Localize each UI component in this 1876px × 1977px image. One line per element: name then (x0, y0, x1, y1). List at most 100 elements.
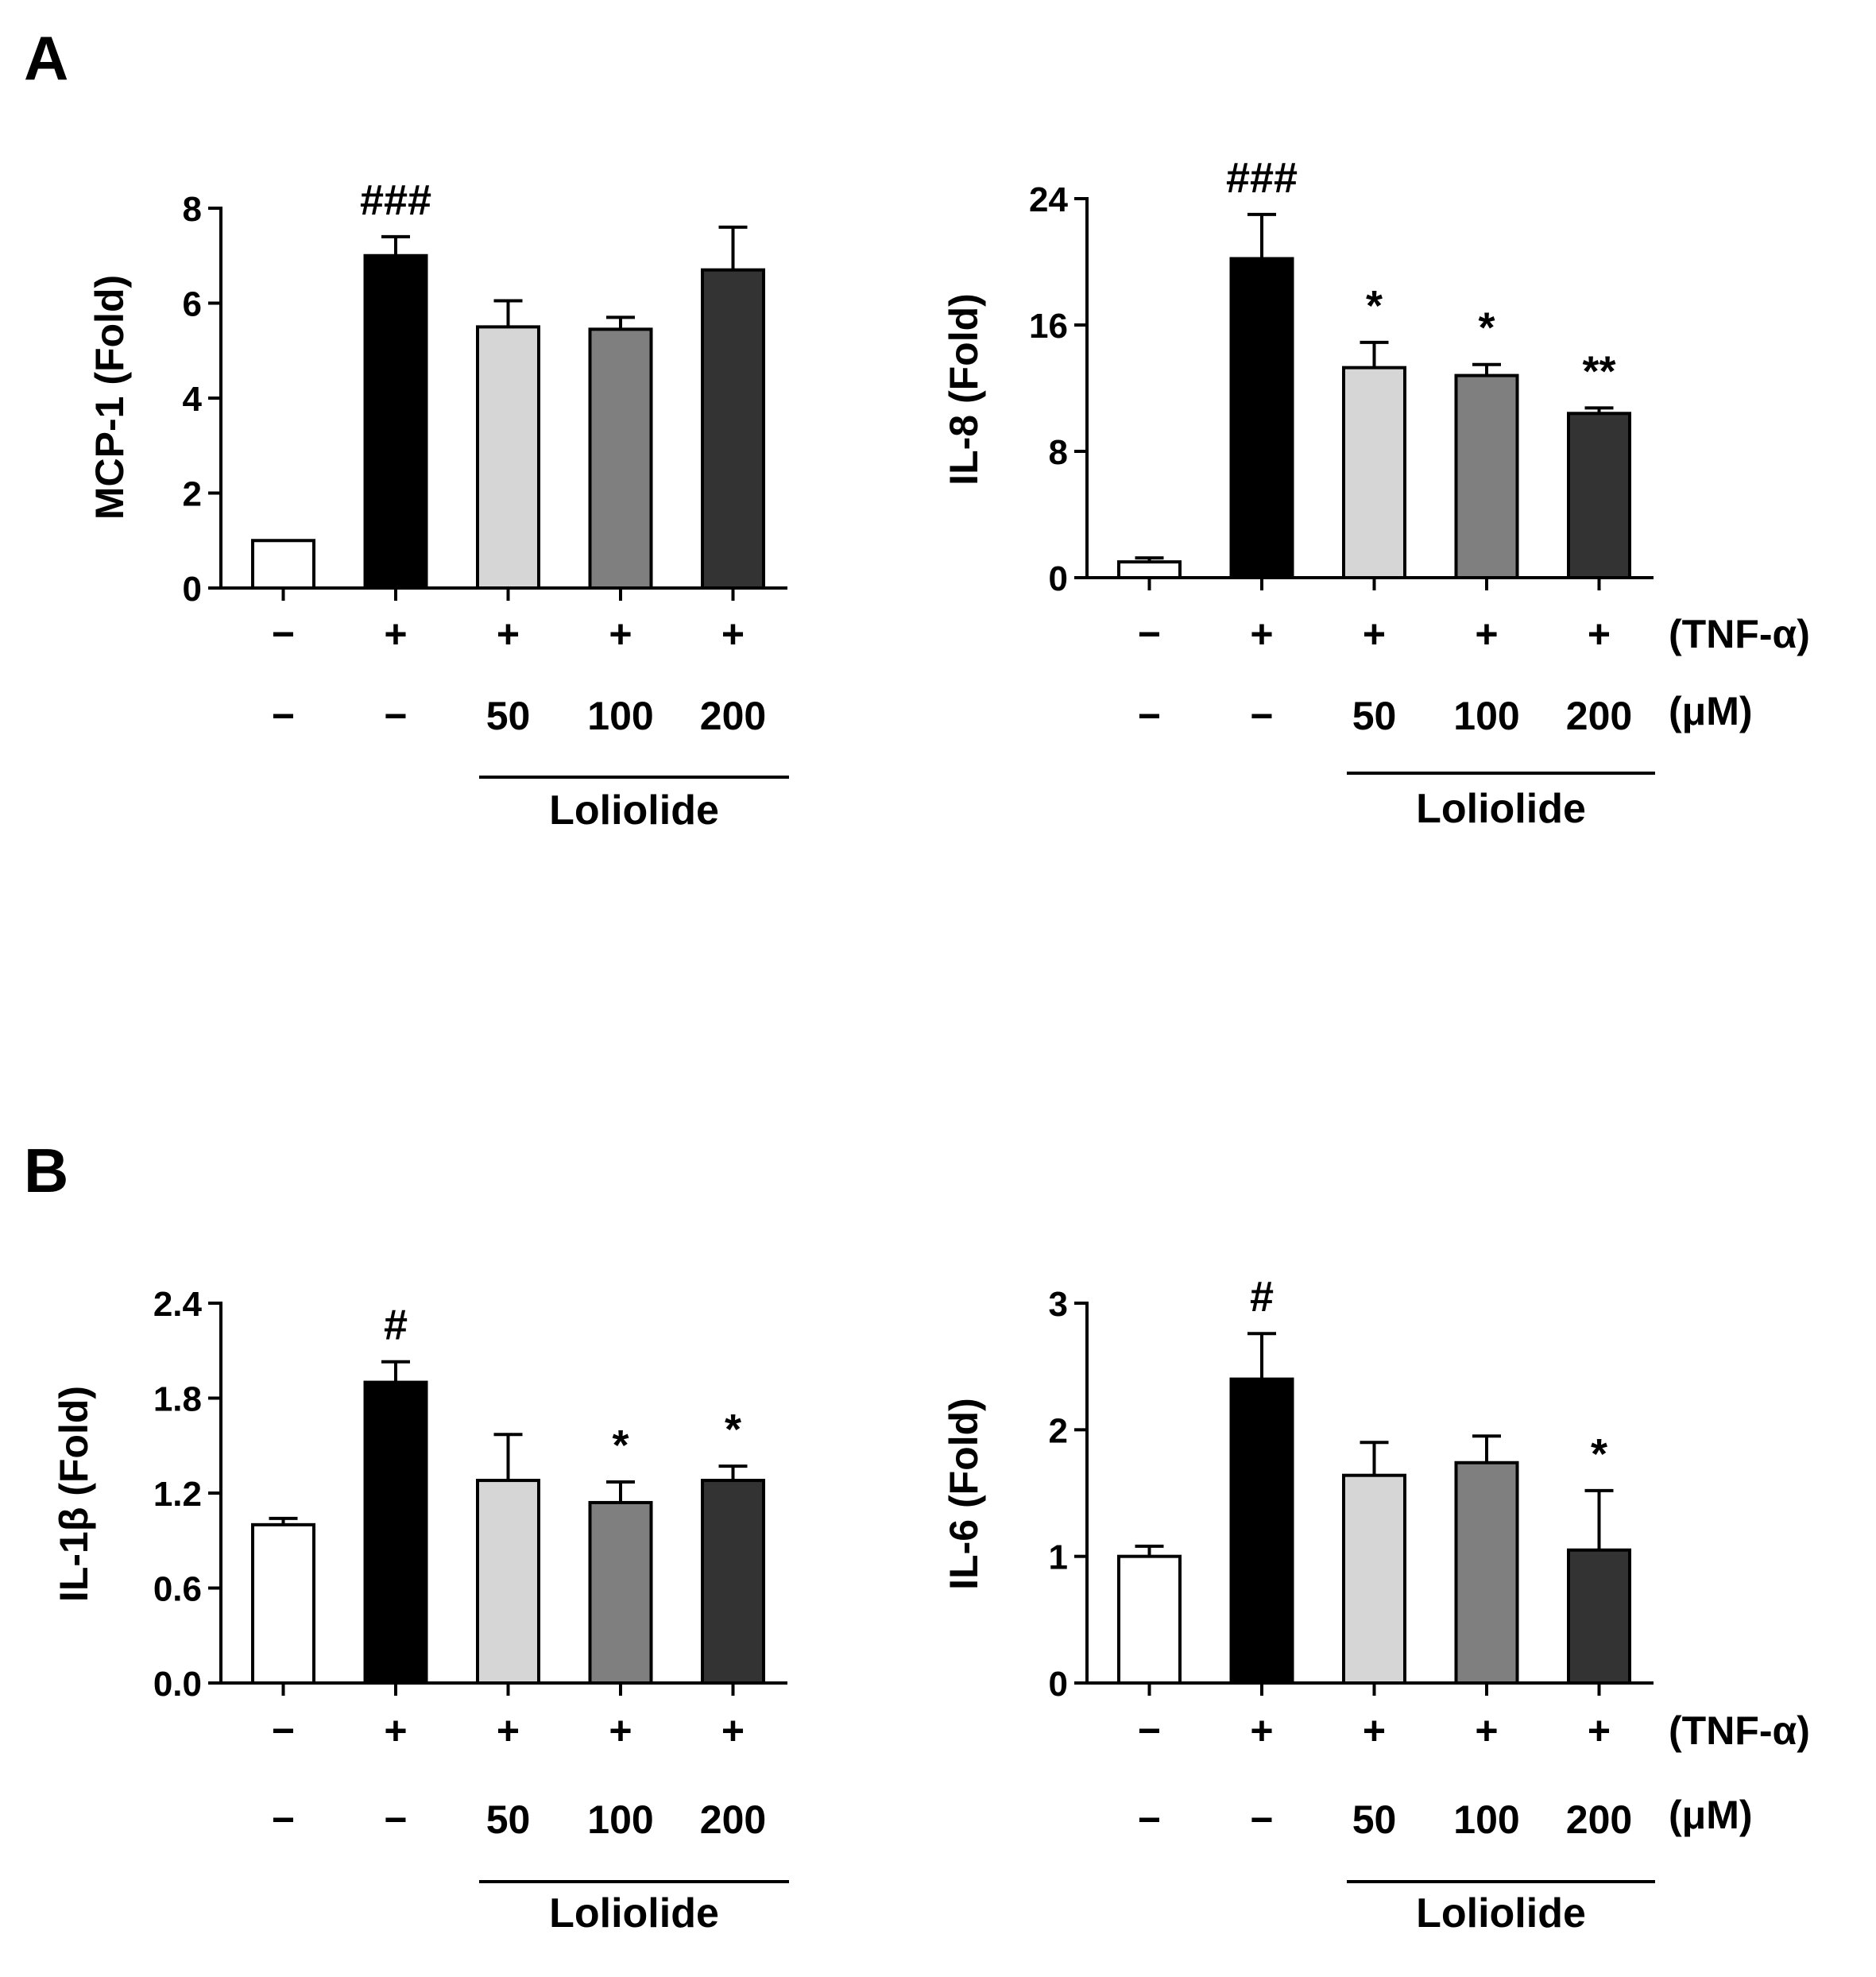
significance-label: * (725, 1406, 741, 1453)
concentration-row-label: (μM) (1669, 1793, 1753, 1837)
bar (588, 1500, 653, 1685)
tnf-sign: + (384, 1708, 407, 1753)
concentration-label: − (1138, 1797, 1161, 1842)
tnf-sign: + (1475, 612, 1498, 656)
tnf-row-label: (TNF-α) (1669, 1708, 1810, 1753)
bar (701, 268, 765, 590)
concentration-label: − (1250, 694, 1273, 738)
tnf-sign: − (272, 612, 295, 656)
treatment-label: Loliolide (1416, 786, 1586, 832)
bar (1567, 1548, 1631, 1685)
concentration-label: 200 (1566, 1797, 1632, 1842)
bar (476, 1479, 540, 1685)
significance-label: * (1366, 282, 1383, 330)
tnf-sign: + (1250, 1708, 1273, 1753)
bar (363, 1380, 428, 1685)
bar (1454, 1461, 1519, 1685)
significance-label: * (612, 1422, 629, 1469)
concentration-label: 200 (700, 694, 766, 738)
bar (588, 327, 653, 590)
tnf-sign: + (497, 1708, 520, 1753)
tnf-sign: + (721, 1708, 745, 1753)
significance-label: # (384, 1302, 408, 1349)
y-axis-label: IL-1β (Fold) (52, 1386, 96, 1602)
y-tick-label: 8 (183, 190, 202, 229)
bar (363, 253, 428, 590)
tnf-sign: + (609, 612, 632, 656)
chart-1: 0 2 4 6 8 MCP-1 (Fold) − − ### + − +50 +100 +200 Lolio… (87, 176, 789, 834)
y-tick-label: 0.0 (153, 1665, 202, 1704)
treatment-label: Loliolide (1416, 1890, 1586, 1936)
bar (1342, 1473, 1406, 1685)
y-tick-label: 16 (1029, 307, 1068, 346)
y-tick-label: 4 (183, 380, 203, 419)
concentration-label: − (272, 694, 295, 738)
bar (251, 1522, 315, 1685)
concentration-label: 100 (1453, 1797, 1519, 1842)
bar (251, 539, 315, 590)
significance-label: ** (1582, 347, 1615, 395)
concentration-label: 100 (1453, 694, 1519, 738)
tnf-sign: − (1138, 1708, 1161, 1753)
tnf-sign: + (1363, 612, 1386, 656)
significance-label: * (1478, 304, 1495, 352)
concentration-label: − (384, 694, 407, 738)
tnf-sign: + (1250, 612, 1273, 656)
tnf-sign: − (1138, 612, 1161, 656)
significance-label: ### (1226, 154, 1298, 202)
bar (1117, 1554, 1182, 1685)
bar (1342, 366, 1406, 579)
panel-label-b: B (24, 1136, 68, 1205)
concentration-label: 100 (587, 1797, 653, 1842)
bar (1229, 257, 1294, 579)
concentration-label: − (1250, 1797, 1273, 1842)
treatment-label: Loliolide (549, 787, 719, 834)
concentration-label: 200 (700, 1797, 766, 1842)
treatment-label: Loliolide (549, 1890, 719, 1936)
y-tick-label: 2 (183, 475, 202, 514)
concentration-label: 50 (1352, 1797, 1397, 1842)
significance-label: ### (360, 176, 431, 224)
tnf-sign: + (1588, 612, 1611, 656)
y-axis-label: MCP-1 (Fold) (87, 275, 132, 520)
tnf-sign: + (609, 1708, 632, 1753)
significance-label: * (1591, 1430, 1607, 1478)
concentration-label: 100 (587, 694, 653, 738)
concentration-label: 200 (1566, 694, 1632, 738)
tnf-sign: + (384, 612, 407, 656)
tnf-sign: + (497, 612, 520, 656)
significance-label: # (1250, 1273, 1274, 1321)
bar (476, 325, 540, 590)
concentration-label: − (272, 1797, 295, 1842)
tnf-row-label: (TNF-α) (1669, 612, 1810, 656)
bar (1117, 560, 1182, 579)
y-tick-label: 6 (183, 285, 202, 324)
y-tick-label: 1.8 (153, 1380, 202, 1419)
concentration-label: − (384, 1797, 407, 1842)
tnf-sign: − (272, 1708, 295, 1753)
bar (1229, 1377, 1294, 1685)
concentration-label: 50 (486, 694, 531, 738)
y-tick-label: 2 (1049, 1411, 1068, 1450)
bar (1567, 412, 1631, 579)
y-tick-label: 0.6 (153, 1570, 202, 1609)
y-tick-label: 0 (1049, 1665, 1068, 1704)
concentration-row-label: (μM) (1669, 689, 1753, 733)
tnf-sign: + (721, 612, 745, 656)
y-tick-label: 3 (1049, 1285, 1068, 1324)
concentration-label: − (1138, 694, 1161, 738)
chart-2: 0 8 16 24 IL-8 (Fold) − − ### + − * +50 * +100 ** +200 L… (942, 154, 1810, 832)
bar (1454, 373, 1519, 579)
chart-3: 0.0 0.6 1.2 1.8 2.4 IL-1β (Fold) − − # + − +50 * +100… (52, 1285, 789, 1936)
panel-label-a: A (24, 23, 68, 93)
tnf-sign: + (1588, 1708, 1611, 1753)
y-tick-label: 8 (1049, 433, 1068, 472)
y-tick-label: 0 (183, 570, 202, 609)
y-tick-label: 24 (1029, 180, 1068, 219)
y-tick-label: 1 (1049, 1538, 1068, 1577)
concentration-label: 50 (1352, 694, 1397, 738)
y-axis-label: IL-8 (Fold) (942, 293, 986, 486)
y-tick-label: 0 (1049, 559, 1068, 598)
